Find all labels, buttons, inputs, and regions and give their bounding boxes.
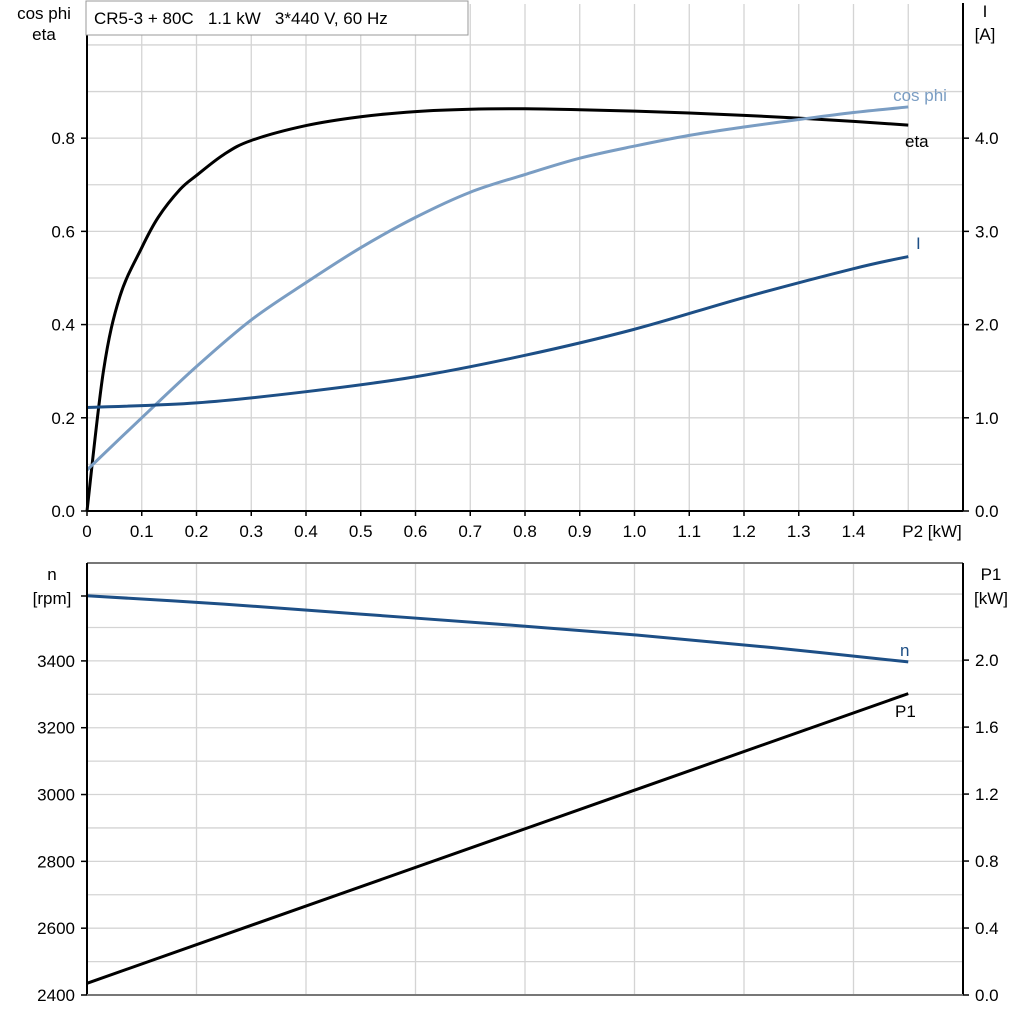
- y-left-tick-label: 2600: [37, 919, 75, 938]
- title-box: CR5-3 + 80C 1.1 kW 3*440 V, 60 Hz: [85, 0, 469, 36]
- y-right-tick-label: 1.2: [975, 785, 999, 804]
- series-label-cos-phi: cos phi: [893, 86, 947, 105]
- y-right-tick-label: 0.0: [975, 502, 999, 521]
- y-right-tick-label: 3.0: [975, 222, 999, 241]
- top-grid: [87, 3, 963, 511]
- x-tick-label: 0.3: [239, 522, 263, 541]
- axes: 0 0.1 0.2 0.3 0.4 0.5 0.6 0.7 0.8 0.9 1.0 1.1 1.2 1.3…: [17, 2, 1008, 1005]
- y-right-label: [kW]: [974, 589, 1008, 608]
- y-right-tick-label: 0.4: [975, 919, 999, 938]
- y-right-tick-label: 2.0: [975, 316, 999, 335]
- y-right-tick-label: 4.0: [975, 129, 999, 148]
- x-tick-label: 0.5: [349, 522, 373, 541]
- y-right-tick-label: 0.0: [975, 986, 999, 1005]
- y-right-tick-label: 1.0: [975, 409, 999, 428]
- x-tick-label: 0.7: [458, 522, 482, 541]
- series-label-n: n: [900, 641, 909, 660]
- chart-title: CR5-3 + 80C 1.1 kW 3*440 V, 60 Hz: [94, 9, 388, 28]
- curves: eta cos phi In P1: [85, 86, 947, 985]
- x-tick-label: 0.4: [294, 522, 318, 541]
- x-tick-label: 0.2: [185, 522, 209, 541]
- x-tick-label: 0.1: [130, 522, 154, 541]
- x-tick-label: 0.9: [568, 522, 592, 541]
- x-tick-label: 0.6: [404, 522, 428, 541]
- y-right-tick-label: 2.0: [975, 651, 999, 670]
- x-axis-label: P2 [kW]: [902, 522, 962, 541]
- y-left-tick-label: 3200: [37, 719, 75, 738]
- y-left-label: n: [47, 565, 56, 584]
- y-right-label: [A]: [975, 25, 996, 44]
- series-line-I: [86, 255, 909, 410]
- series-label-eta: eta: [905, 132, 929, 151]
- y-left-label: cos phi: [17, 4, 71, 23]
- y-right-label: P1: [981, 565, 1002, 584]
- y-left-label: [rpm]: [33, 589, 72, 608]
- x-tick-label: 1.2: [732, 522, 756, 541]
- y-left-tick-label: 3400: [37, 652, 75, 671]
- y-left-tick-label: 2400: [37, 986, 75, 1005]
- x-tick-label: 0: [82, 522, 91, 541]
- series-line-P1: [86, 692, 909, 985]
- y-left-label: eta: [32, 25, 56, 44]
- y-left-tick-label: 2800: [37, 852, 75, 871]
- x-tick-label: 1.0: [623, 522, 647, 541]
- series-line-n: [86, 594, 909, 664]
- y-left-tick-label: 0.6: [51, 222, 75, 241]
- bottom-grid: [87, 563, 963, 995]
- x-tick-label: 1.4: [842, 522, 866, 541]
- x-tick-label: 1.1: [677, 522, 701, 541]
- y-right-label: I: [983, 2, 988, 21]
- x-tick-label: 0.8: [513, 522, 537, 541]
- series-label-P1: P1: [895, 702, 916, 721]
- y-left-tick-label: 0.0: [51, 502, 75, 521]
- y-right-tick-label: 0.8: [975, 852, 999, 871]
- series-line-cos-phi: [85, 105, 909, 472]
- y-left-tick-label: 0.4: [51, 316, 75, 335]
- y-left-tick-label: 0.2: [51, 409, 75, 428]
- y-right-tick-label: 1.6: [975, 718, 999, 737]
- series-line-eta: [85, 107, 909, 512]
- y-left-tick-label: 0.8: [51, 129, 75, 148]
- y-left-tick-label: 3000: [37, 786, 75, 805]
- series-label-I: I: [916, 234, 921, 253]
- x-tick-label: 1.3: [787, 522, 811, 541]
